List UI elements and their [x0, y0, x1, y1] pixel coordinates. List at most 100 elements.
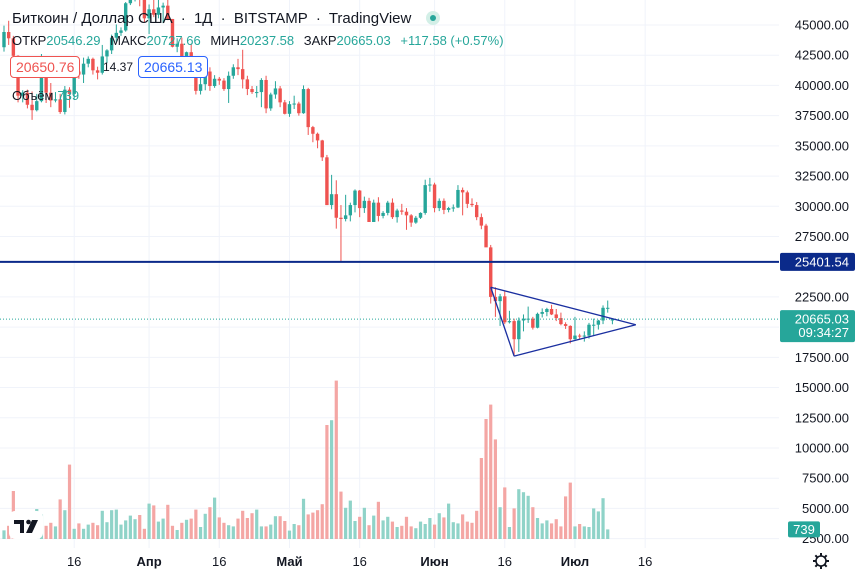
exchange-label: BITSTAMP	[233, 10, 308, 27]
candle-body	[568, 325, 572, 340]
volume-bar	[549, 523, 554, 539]
volume-bar	[297, 525, 301, 539]
candle-body	[606, 307, 610, 309]
candle-body	[142, 0, 147, 19]
tradingview-logo-icon[interactable]	[9, 511, 43, 539]
candle-body	[81, 63, 86, 75]
candle-body	[166, 5, 170, 19]
volume-bar	[283, 521, 287, 539]
candle-body	[582, 335, 587, 337]
settings-gear-tooth	[824, 564, 828, 568]
volume-bar	[147, 503, 151, 539]
volume-bar	[264, 526, 268, 539]
time-tick-label: 16	[352, 554, 366, 569]
volume-bar	[362, 507, 366, 539]
price-tick-label: 40000.00	[795, 78, 849, 93]
settings-gear-tooth	[814, 564, 818, 568]
price-tick-label: 37500.00	[795, 108, 849, 123]
level-price-badge[interactable]	[780, 252, 855, 271]
candle-body	[432, 184, 437, 209]
candle-body	[86, 58, 90, 64]
low-label: МИН	[210, 33, 240, 48]
volume-bar	[311, 512, 315, 539]
volume-bar	[203, 513, 207, 539]
candle-body	[292, 103, 296, 105]
open-label: ОТКР	[12, 33, 47, 48]
volume-bar	[222, 522, 226, 539]
candle-body	[540, 312, 544, 314]
candle-body	[147, 9, 151, 19]
volume-bar	[2, 530, 6, 539]
last-price-badge[interactable]	[780, 310, 855, 343]
price-tick-label: 5000.00	[802, 501, 849, 516]
candle-body	[170, 18, 175, 47]
time-tick-label: 16	[638, 554, 652, 569]
volume-bar	[156, 521, 161, 539]
volume-bar	[545, 520, 549, 539]
volume-bar	[67, 464, 72, 539]
volume-bar	[138, 515, 142, 539]
volume-bar	[287, 530, 292, 539]
volume-bar	[189, 518, 193, 539]
last-price-badge-text: 20665.03	[795, 312, 849, 327]
candle-body	[395, 210, 399, 218]
volume-bar	[255, 509, 259, 539]
candle-body	[512, 321, 516, 340]
volume-bar	[447, 503, 451, 539]
candle-body	[273, 88, 278, 95]
volume-bar	[573, 526, 577, 539]
triangle-lower-line[interactable]	[513, 324, 636, 357]
buy-price-button[interactable]: 20665.13	[138, 56, 209, 78]
price-tick-label: 27500.00	[795, 229, 849, 244]
price-tick-label: 7500.00	[802, 471, 849, 486]
triangle-upper-line[interactable]	[490, 286, 636, 326]
price-tick-label: 12500.00	[795, 410, 849, 425]
last-volume-badge-text: 739	[793, 522, 815, 537]
time-tick-label: 16	[67, 554, 81, 569]
candle-body	[105, 50, 109, 57]
market-status-icon[interactable]	[425, 11, 440, 25]
price-axis-panel[interactable]	[779, 0, 863, 573]
volume-bar	[334, 380, 338, 539]
volume-bar	[470, 522, 474, 539]
candle-body	[400, 210, 404, 212]
volume-bar	[105, 522, 109, 539]
volume-bar	[526, 495, 530, 539]
candle-body	[119, 30, 123, 33]
settings-gear-tooth	[814, 554, 818, 558]
volume-bar	[81, 528, 86, 539]
time-tick-label: 16	[498, 554, 512, 569]
close-value: 20665.03	[336, 33, 391, 48]
candle-body	[236, 67, 240, 70]
candle-body	[446, 208, 451, 210]
volume-bar	[578, 524, 582, 539]
volume-bar	[114, 509, 118, 539]
volume-bar	[208, 507, 212, 539]
candle-body	[610, 319, 615, 321]
candle-body	[343, 215, 348, 219]
last-volume-badge	[788, 521, 820, 538]
candle-body	[456, 189, 460, 208]
interval-label[interactable]: 1Д	[193, 10, 213, 27]
sell-price-button[interactable]: 20650.76	[10, 56, 81, 78]
volume-bar	[601, 498, 605, 539]
settings-gear-icon[interactable]	[815, 555, 827, 567]
candle-body	[591, 324, 596, 326]
symbol-header[interactable]: Биткоин / Доллар США · 1Д · BITSTAMP · T…	[12, 9, 444, 27]
triangle-base-line[interactable]	[490, 287, 515, 357]
candle-body	[498, 296, 502, 302]
volume-bar	[423, 524, 427, 539]
candle-body	[545, 308, 549, 313]
volume-value: 739	[57, 88, 80, 103]
candle-body	[231, 67, 236, 76]
volume-bar	[259, 526, 263, 539]
candle-body	[503, 296, 507, 323]
candle-body	[577, 335, 582, 337]
change-value: +117.58 (+0.57%)	[400, 33, 504, 48]
candle-body	[367, 200, 371, 222]
volume-bar	[133, 519, 137, 539]
time-axis-panel[interactable]	[0, 548, 863, 573]
candle-body	[128, 0, 133, 4]
candle-body	[189, 52, 193, 59]
